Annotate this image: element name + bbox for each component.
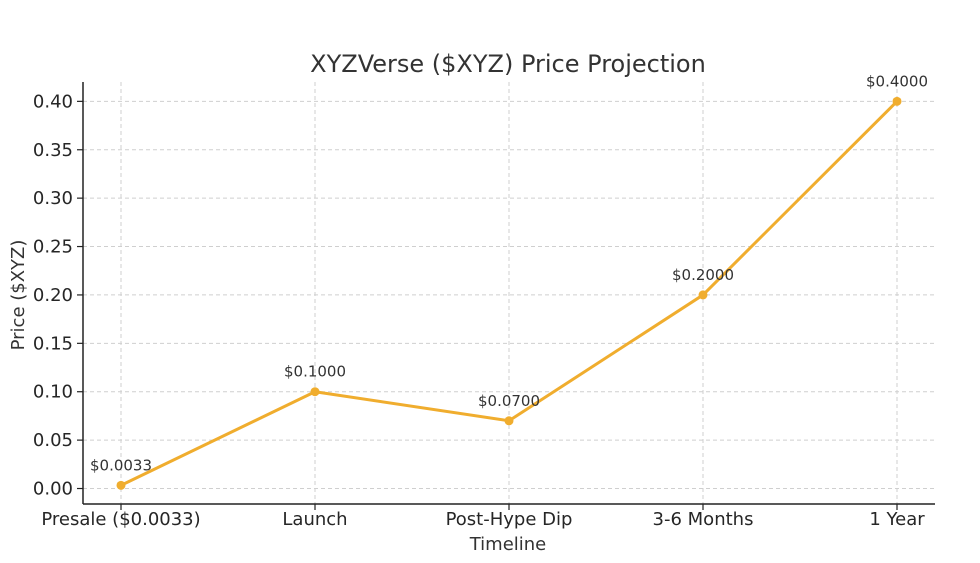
data-labels: $0.0033 $0.1000 $0.0700 $0.2000 $0.4000 xyxy=(90,72,928,474)
x-tick-label: Post-Hype Dip xyxy=(446,509,573,530)
y-tick-label: 0.00 xyxy=(33,479,73,500)
series-layer xyxy=(116,96,902,490)
data-label: $0.4000 xyxy=(866,72,928,90)
data-label: $0.0700 xyxy=(478,392,540,410)
y-axis-label: Price ($XYZ) xyxy=(8,240,29,351)
y-tick-label: 0.25 xyxy=(33,237,73,258)
data-point xyxy=(116,480,126,490)
axes xyxy=(77,82,935,510)
x-tick-label: 3-6 Months xyxy=(653,509,754,530)
grid-lines xyxy=(83,82,935,504)
x-tick-label: Launch xyxy=(282,509,347,530)
data-label: $0.2000 xyxy=(672,266,734,284)
data-label: $0.1000 xyxy=(284,363,346,381)
data-label: $0.0033 xyxy=(90,456,152,474)
y-tick-label: 0.15 xyxy=(33,333,73,354)
x-tick-label: Presale ($0.0033) xyxy=(41,509,200,530)
data-point xyxy=(310,387,320,397)
y-tick-label: 0.30 xyxy=(33,188,73,209)
chart-title: XYZVerse ($XYZ) Price Projection xyxy=(310,50,706,78)
x-axis-label: Timeline xyxy=(469,534,547,555)
data-point xyxy=(698,290,708,300)
x-tick-label: 1 Year xyxy=(869,509,925,530)
y-tick-label: 0.05 xyxy=(33,430,73,451)
y-tick-label: 0.10 xyxy=(33,382,73,403)
y-tick-label: 0.20 xyxy=(33,285,73,306)
y-tick-labels: 0.00 0.05 0.10 0.15 0.20 0.25 0.30 0.35 0.40 xyxy=(33,91,73,499)
data-point xyxy=(892,96,902,106)
y-tick-label: 0.40 xyxy=(33,91,73,112)
data-point xyxy=(504,416,514,426)
x-tick-labels: Presale ($0.0033) Launch Post-Hype Dip 3-6 … xyxy=(41,509,925,530)
y-tick-label: 0.35 xyxy=(33,140,73,161)
